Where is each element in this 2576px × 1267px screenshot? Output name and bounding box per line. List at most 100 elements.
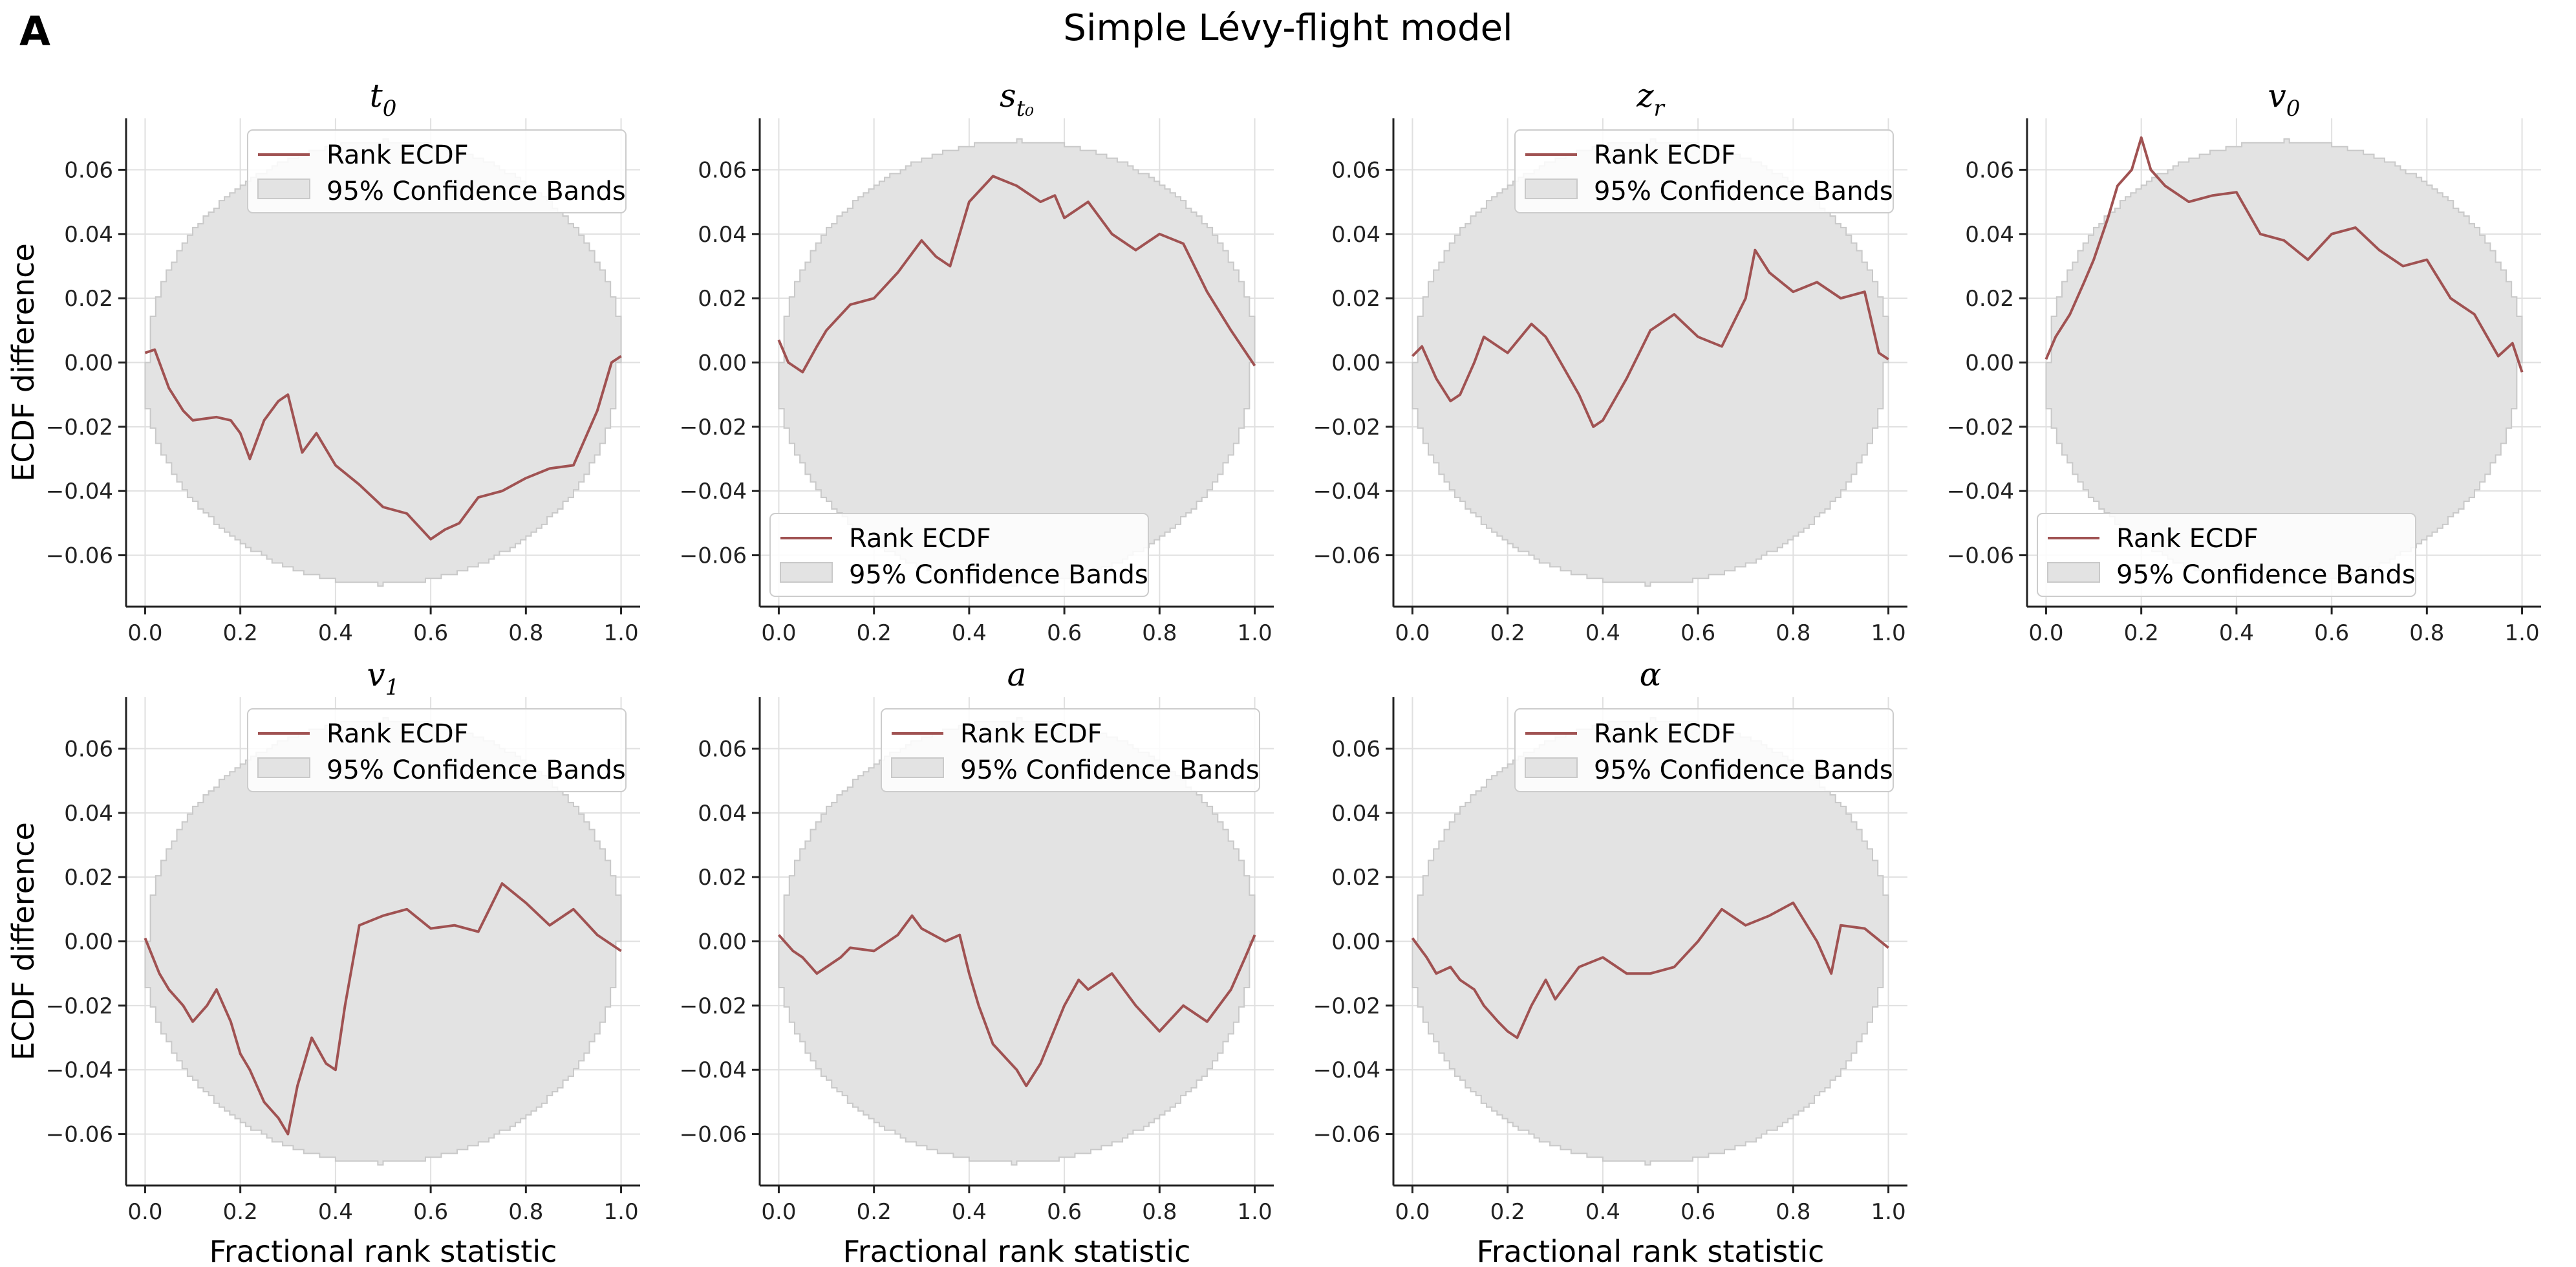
y-tick-label: 0.04	[1331, 801, 1380, 827]
subplot-title-subscript: 1	[385, 675, 400, 700]
x-tick-label: 0.8	[2409, 620, 2444, 646]
x-tick-label: 0.4	[1585, 620, 1620, 646]
rank-ecdf-line	[144, 882, 622, 1136]
legend-band-swatch	[780, 562, 833, 583]
subplot-title-symbol: α	[1640, 656, 1662, 693]
subplot-4: 0.0 0.2 0.4 0.6 0.8 1.0 −0.06 −0.04 −0.02 0.00 0.0…	[1947, 77, 2541, 646]
x-tick-label: 0.4	[318, 620, 353, 646]
y-tick-label: −0.06	[680, 1122, 747, 1148]
subplot-title: st₀	[1000, 77, 1034, 122]
subplot-title-symbol: v	[367, 656, 385, 693]
x-tick-label: 0.2	[2124, 620, 2159, 646]
subplot-title-symbol: t	[370, 77, 383, 114]
x-tick-label: 0.0	[127, 620, 162, 646]
subplot-title: a	[1007, 656, 1027, 693]
panel-label: A	[19, 8, 50, 55]
legend-band-swatch	[2047, 562, 2100, 583]
legend-line-label: Rank ECDF	[327, 719, 469, 749]
subplot-3: 0.0 0.2 0.4 0.6 0.8 1.0 −0.06 −0.04 −0.02 0.00 0.0…	[1313, 77, 1907, 646]
legend-band-swatch	[257, 757, 310, 778]
subplot-title-subscript: 0	[2286, 96, 2301, 122]
y-tick-label: 0.06	[1331, 736, 1380, 762]
x-tick-label: 0.8	[1776, 1199, 1810, 1225]
legend-line-label: Rank ECDF	[1594, 719, 1736, 749]
x-tick-label: 0.8	[1142, 620, 1177, 646]
legend-band-swatch	[1525, 179, 1578, 199]
x-tick-label: 0.2	[1490, 1199, 1525, 1225]
rank-ecdf-line	[1411, 248, 1889, 428]
y-tick-label: −0.06	[1313, 543, 1380, 569]
y-tick-label: 0.06	[1331, 157, 1380, 183]
x-tick-label: 0.0	[1395, 1199, 1430, 1225]
x-tick-label: 0.4	[318, 1199, 353, 1225]
y-tick-label: −0.04	[46, 1057, 113, 1083]
y-tick-label: −0.02	[46, 993, 113, 1019]
y-tick-label: 0.00	[1965, 351, 2014, 376]
y-tick-label: 0.04	[64, 222, 113, 248]
x-tick-label: 0.6	[1680, 620, 1715, 646]
y-tick-label: 0.00	[1331, 351, 1380, 376]
y-tick-label: 0.06	[698, 736, 747, 762]
rank-ecdf-line	[144, 348, 622, 541]
x-axis-label: Fractional rank statistic	[843, 1234, 1191, 1267]
y-tick-label: 0.02	[64, 865, 113, 891]
x-tick-label: 0.6	[413, 620, 448, 646]
x-tick-label: 1.0	[1238, 1199, 1272, 1225]
subplot-title-subscript: 0	[383, 96, 397, 122]
x-tick-label: 0.8	[508, 620, 543, 646]
legend: Rank ECDF 95% Confidence Bands	[247, 129, 627, 213]
y-tick-label: 0.02	[1965, 286, 2014, 312]
x-tick-label: 0.4	[952, 620, 987, 646]
legend-line-label: Rank ECDF	[1594, 140, 1736, 170]
legend-line-label: Rank ECDF	[849, 524, 991, 554]
legend: Rank ECDF 95% Confidence Bands	[1514, 129, 1894, 213]
legend-line-label: Rank ECDF	[327, 140, 469, 170]
subplot-title-symbol: z	[1636, 77, 1654, 114]
legend-line-label: Rank ECDF	[2116, 524, 2259, 554]
legend-band-label: 95% Confidence Bands	[2116, 560, 2416, 590]
subplot-1: 0.0 0.2 0.4 0.6 0.8 1.0 −0.06 −0.04 −0.02 0.00 0.0…	[6, 77, 640, 646]
rank-ecdf-line	[777, 914, 1256, 1087]
y-axis-label: ECDF difference	[6, 243, 41, 482]
y-tick-label: −0.04	[1947, 479, 2014, 504]
legend-box	[881, 708, 1260, 792]
y-tick-label: −0.04	[680, 1057, 747, 1083]
x-tick-label: 0.2	[857, 1199, 892, 1225]
rank-ecdf-line	[2045, 136, 2524, 373]
y-tick-label: 0.06	[1965, 157, 2014, 183]
y-tick-label: 0.02	[1331, 865, 1380, 891]
legend-band-label: 95% Confidence Bands	[1594, 177, 1893, 206]
y-tick-label: 0.00	[64, 351, 113, 376]
legend: Rank ECDF 95% Confidence Bands	[881, 708, 1260, 792]
x-tick-label: 0.4	[2219, 620, 2254, 646]
legend-box	[1514, 708, 1894, 792]
x-tick-label: 0.0	[761, 1199, 796, 1225]
legend-band-label: 95% Confidence Bands	[327, 177, 626, 206]
y-tick-label: 0.00	[698, 929, 747, 955]
legend: Rank ECDF 95% Confidence Bands	[1514, 708, 1894, 792]
x-tick-label: 0.0	[127, 1199, 162, 1225]
y-tick-label: −0.06	[680, 543, 747, 569]
subplot-title-symbol: s	[1000, 77, 1016, 114]
y-tick-label: −0.04	[1313, 479, 1380, 504]
subplot-title: zr	[1636, 77, 1665, 122]
x-tick-label: 1.0	[1871, 620, 1906, 646]
y-tick-label: −0.06	[1947, 543, 2014, 569]
legend: Rank ECDF 95% Confidence Bands	[247, 708, 627, 792]
subplot-title-symbol: a	[1007, 656, 1027, 693]
x-tick-label: 0.0	[1395, 620, 1430, 646]
subplot-6: 0.0 0.2 0.4 0.6 0.8 1.0 −0.06 −0.04 −0.02 0.00 0.0…	[680, 656, 1274, 1267]
y-tick-label: 0.00	[698, 351, 747, 376]
y-tick-label: −0.06	[46, 1122, 113, 1148]
subplot-2: 0.0 0.2 0.4 0.6 0.8 1.0 −0.06 −0.04 −0.02 0.00 0.0…	[680, 77, 1274, 646]
y-tick-label: 0.02	[698, 865, 747, 891]
subplot-title-symbol: v	[2268, 77, 2286, 114]
x-tick-label: 1.0	[1238, 620, 1272, 646]
legend-box	[769, 513, 1149, 597]
x-tick-label: 0.2	[223, 1199, 258, 1225]
legend-box	[1514, 129, 1894, 213]
x-tick-label: 0.4	[1585, 1199, 1620, 1225]
subplot-title: α	[1640, 656, 1662, 693]
x-tick-label: 1.0	[2505, 620, 2540, 646]
